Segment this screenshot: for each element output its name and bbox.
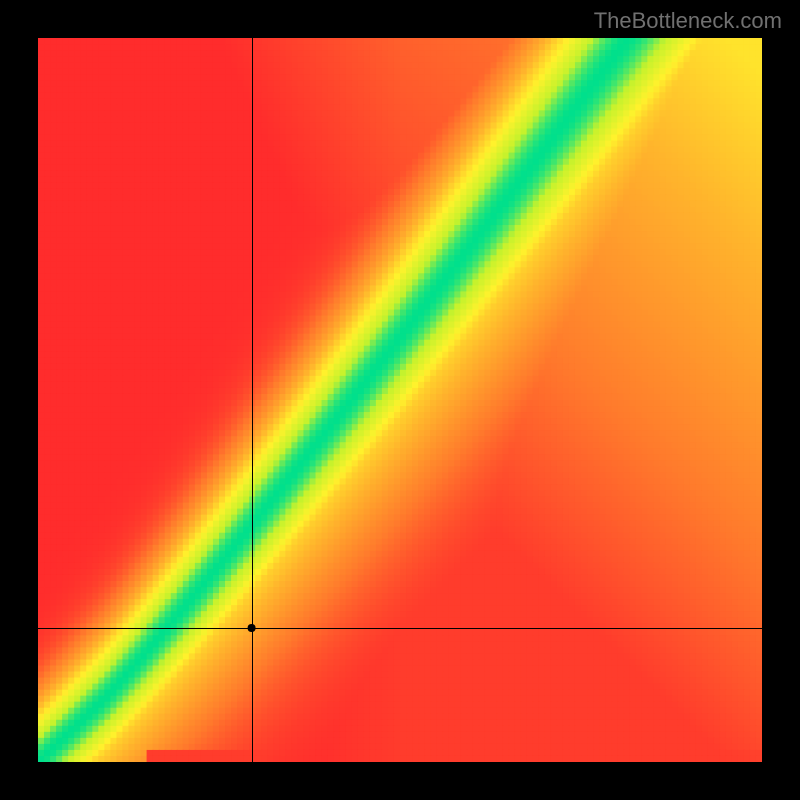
watermark-text: TheBottleneck.com xyxy=(594,8,782,34)
heatmap-chart xyxy=(38,38,762,762)
heatmap-canvas xyxy=(38,38,762,762)
